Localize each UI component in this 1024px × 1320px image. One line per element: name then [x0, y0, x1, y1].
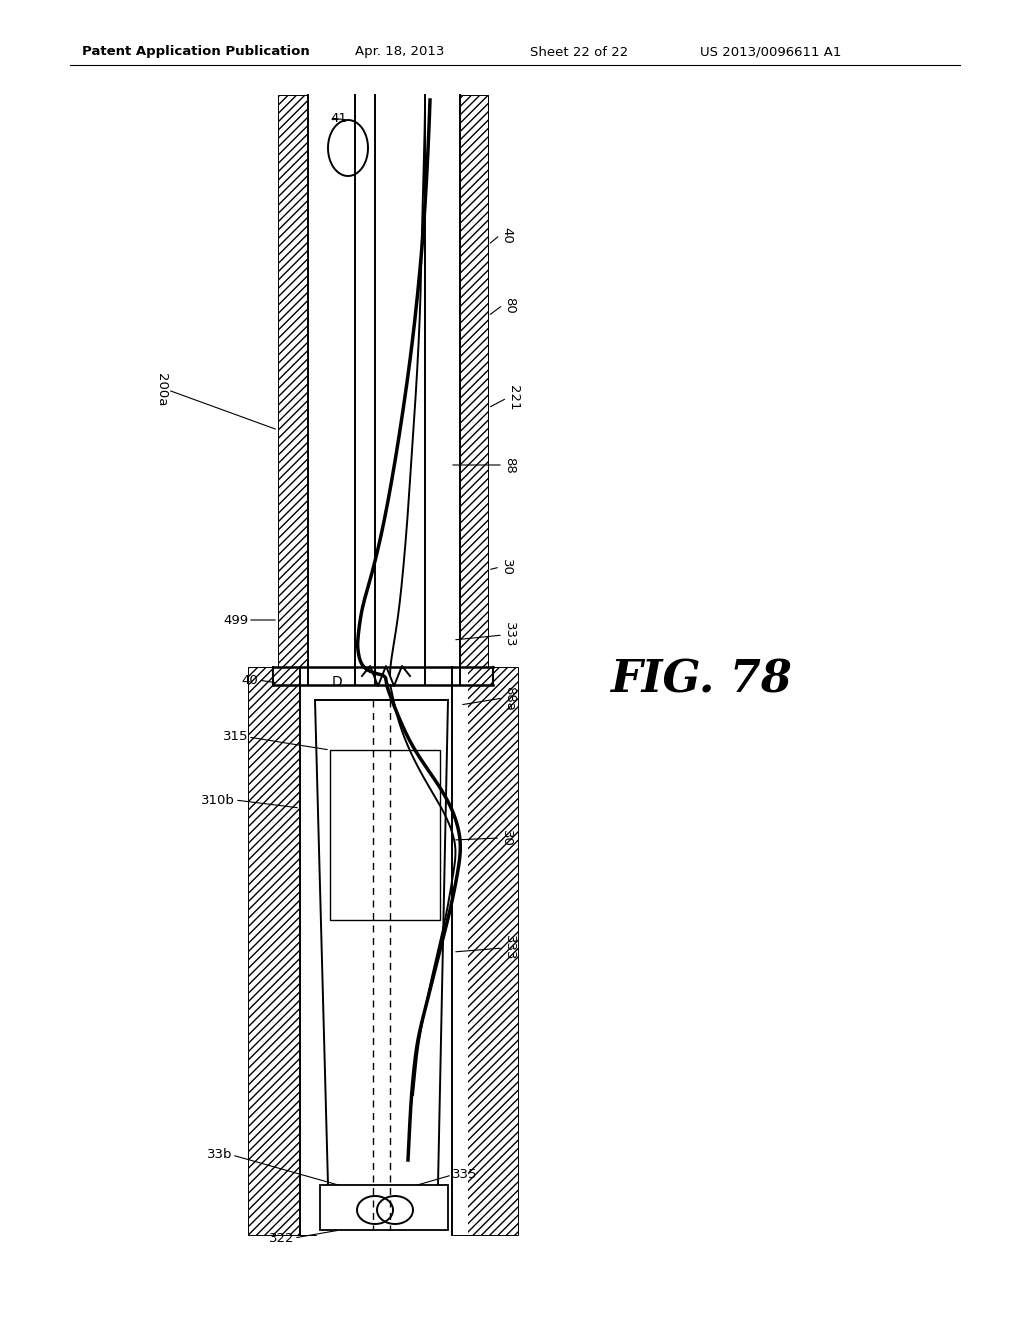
Text: Sheet 22 of 22: Sheet 22 of 22: [530, 45, 629, 58]
Text: 200a: 200a: [155, 374, 168, 407]
Text: 322: 322: [268, 1232, 294, 1245]
Text: 499: 499: [223, 614, 248, 627]
Bar: [248, 667, 316, 1236]
Bar: [308, 95, 460, 685]
Text: US 2013/0096611 A1: US 2013/0096611 A1: [700, 45, 842, 58]
Text: 88a: 88a: [503, 685, 516, 710]
Text: 333: 333: [503, 936, 516, 961]
Text: 30: 30: [500, 558, 513, 576]
Text: 335: 335: [452, 1168, 477, 1181]
Text: 80: 80: [503, 297, 516, 313]
Text: 41: 41: [330, 111, 347, 124]
Bar: [460, 95, 488, 685]
Text: 310b: 310b: [201, 793, 234, 807]
Text: 40: 40: [242, 673, 258, 686]
Bar: [278, 95, 308, 685]
Text: 315: 315: [222, 730, 248, 743]
Text: 221: 221: [507, 385, 520, 411]
Text: D: D: [332, 675, 342, 689]
Bar: [330, 750, 440, 920]
Text: 88: 88: [503, 457, 516, 474]
Bar: [300, 667, 468, 1236]
Text: Patent Application Publication: Patent Application Publication: [82, 45, 309, 58]
Text: Apr. 18, 2013: Apr. 18, 2013: [355, 45, 444, 58]
Text: 333: 333: [503, 622, 516, 648]
Text: FIG. 78: FIG. 78: [610, 659, 792, 701]
Bar: [452, 667, 518, 1236]
Text: 33b: 33b: [207, 1148, 232, 1162]
Text: 30: 30: [500, 829, 513, 846]
Bar: [319, 1185, 449, 1230]
Text: 40: 40: [500, 227, 513, 243]
